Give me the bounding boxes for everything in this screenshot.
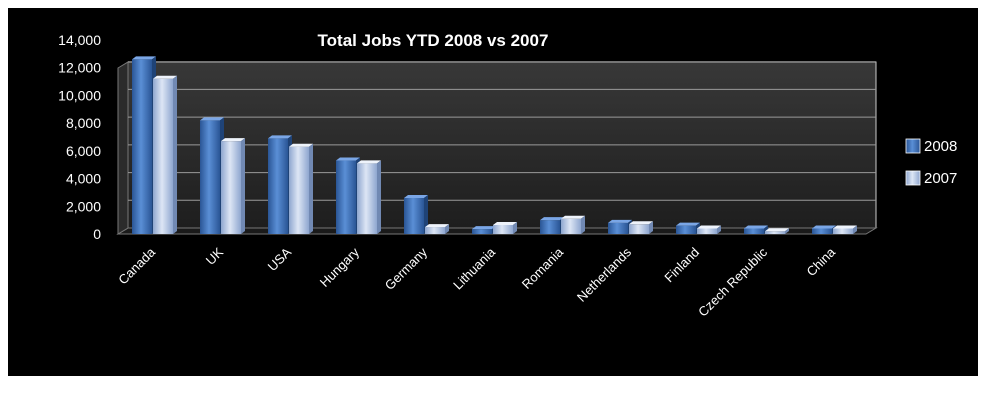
y-tick-label: 2,000	[66, 198, 101, 214]
bar-2008	[608, 222, 628, 234]
bar-side-2007	[241, 138, 245, 234]
bar-top-2007	[289, 143, 313, 147]
x-tick-label: Lithuania	[450, 244, 498, 292]
bar-2008	[132, 59, 152, 235]
bar-top-2007	[697, 225, 721, 229]
bar-2007	[221, 141, 241, 234]
bar-2008	[336, 160, 356, 234]
legend-label-2008: 2008	[924, 138, 957, 155]
bar-top-2007	[425, 224, 449, 228]
bar-top-2007	[153, 75, 177, 79]
x-tick-label: Czech Republic	[695, 244, 770, 319]
y-tick-label: 4,000	[66, 171, 101, 187]
bar-2007	[833, 228, 853, 234]
bar-side-2007	[717, 225, 721, 234]
legend-label-2007: 2007	[924, 170, 957, 187]
bar-top-2007	[629, 221, 653, 225]
bar-2007	[697, 228, 717, 234]
bar-2008	[812, 228, 832, 234]
bar-2007	[357, 163, 377, 234]
bar-top-2008	[608, 219, 632, 223]
bar-2008	[404, 197, 424, 234]
bar-2008	[540, 220, 560, 234]
bar-top-2008	[744, 225, 768, 229]
bar-2007	[629, 224, 649, 234]
bar-side-2007	[173, 75, 177, 234]
bar-top-2008	[404, 194, 428, 198]
legend-swatch-2007	[905, 170, 921, 186]
bar-top-2008	[132, 56, 156, 60]
x-tick-label: Hungary	[317, 244, 363, 290]
bar-top-2007	[561, 215, 585, 219]
bar-2008	[268, 138, 288, 234]
plot-side-wall	[117, 61, 129, 235]
chart-area: Total Jobs YTD 2008 vs 2007 0 2,000 4,000 6…	[8, 8, 978, 376]
bar-side-2007	[445, 224, 449, 234]
bar-2008	[744, 228, 764, 234]
bar-side-2007	[513, 221, 517, 234]
x-tick-label: USA	[265, 244, 295, 274]
bar-side-2007	[309, 143, 313, 234]
x-tick-label: China	[803, 244, 838, 279]
bar-top-2008	[472, 226, 496, 230]
x-axis-labels: Canada UK USA Hungary Germany Lithuania Romani…	[115, 244, 838, 320]
bar-2007	[493, 224, 513, 234]
x-tick-label: UK	[203, 244, 227, 268]
chart-title: Total Jobs YTD 2008 vs 2007	[318, 31, 549, 50]
bar-2007	[289, 146, 309, 234]
x-tick-label: Romania	[519, 244, 567, 292]
bar-2007	[561, 218, 581, 234]
bar-side-2007	[377, 160, 381, 234]
bar-2007	[765, 231, 785, 234]
x-tick-label: Finland	[661, 245, 702, 286]
y-tick-label: 10,000	[58, 87, 101, 103]
y-tick-label: 8,000	[66, 115, 101, 131]
legend-swatch-2008	[905, 138, 921, 154]
legend: 2008 2007	[905, 138, 957, 187]
bar-side-2007	[785, 228, 789, 234]
bar-2008	[200, 120, 220, 234]
bar-top-2007	[493, 221, 517, 225]
bar-top-2007	[221, 138, 245, 142]
bar-side-2007	[581, 215, 585, 234]
bar-top-2007	[357, 160, 381, 164]
bar-top-2008	[268, 135, 292, 139]
bar-top-2007	[833, 225, 857, 229]
bar-top-2008	[200, 117, 224, 121]
bar-top-2007	[765, 228, 789, 232]
bar-side-2007	[649, 221, 653, 234]
y-tick-label: 6,000	[66, 143, 101, 159]
bar-top-2008	[812, 225, 836, 229]
bar-2007	[425, 227, 445, 234]
gridlines	[128, 61, 876, 201]
bar-side-2008	[424, 194, 428, 234]
y-tick-label: 14,000	[58, 32, 101, 48]
y-tick-label: 12,000	[58, 60, 101, 76]
x-tick-label: Netherlands	[574, 244, 635, 305]
bar-2007	[153, 78, 173, 234]
bar-chart: Total Jobs YTD 2008 vs 2007 0 2,000 4,000 6…	[58, 31, 957, 320]
x-tick-label: Germany	[382, 244, 431, 293]
bars	[132, 56, 857, 235]
bar-top-2008	[676, 222, 700, 226]
x-tick-label: Canada	[115, 244, 158, 287]
bar-top-2008	[540, 217, 564, 221]
bar-side-2007	[853, 225, 857, 234]
y-tick-label: 0	[93, 226, 101, 242]
bar-top-2008	[336, 157, 360, 161]
bar-2008	[472, 229, 492, 234]
bar-2008	[676, 225, 696, 234]
y-axis-ticks: 0 2,000 4,000 6,000 8,000 10,000 12,000 14,000	[58, 32, 101, 242]
